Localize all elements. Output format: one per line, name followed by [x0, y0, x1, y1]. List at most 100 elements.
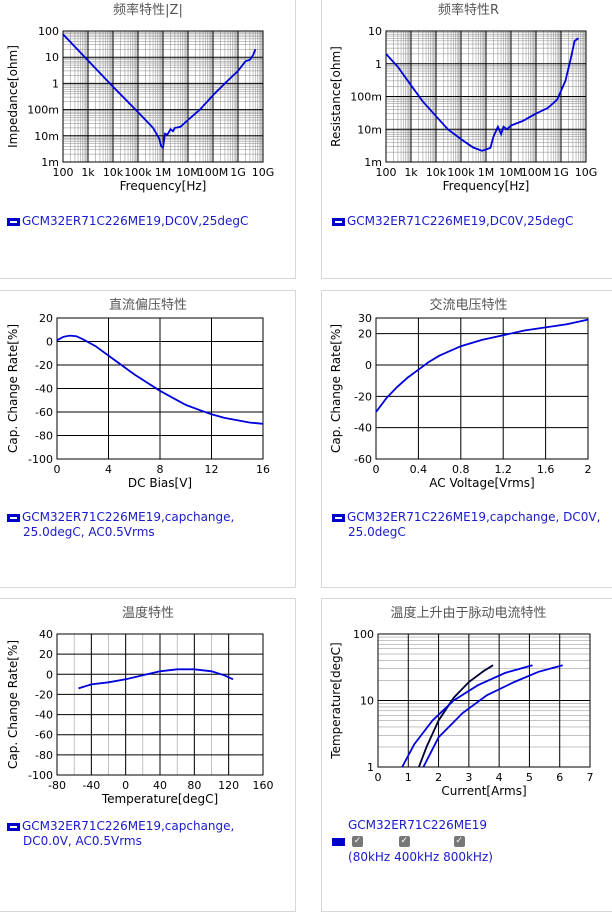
x-tick-label: 100 [376, 166, 397, 179]
chart-panel-impedance: 频率特性|Z| 100 1k 10k 100k 1M 10M 100M 1G 10G 1m 10m 10… [0, 0, 296, 279]
legend-swatch-icon [332, 513, 345, 522]
y-tick-label: 30 [358, 312, 372, 325]
x-tick-label: 100 [53, 166, 74, 179]
x-tick-label: 7 [587, 771, 594, 784]
x-tick-label: 10k [103, 166, 124, 179]
x-tick-label: 16 [256, 463, 270, 476]
legend-temperature[interactable]: GCM32ER71C226ME19,capchange, DC0.0V, AC0.… [7, 819, 292, 849]
y-tick-label: 10m [357, 123, 382, 136]
y-axis-label: Cap. Change Rate[%] [329, 324, 343, 453]
y-tick-label: 100m [350, 91, 382, 104]
legend-impedance[interactable]: GCM32ER71C226ME19,DC0V,25degC [7, 214, 287, 229]
checkbox-80khz[interactable]: ✓ [352, 836, 363, 847]
y-tick-label: -60 [354, 453, 372, 466]
x-tick-label: -40 [82, 779, 100, 792]
series-line-400khz [401, 664, 533, 768]
y-tick-label: 1m [364, 156, 382, 169]
x-tick-label: 0 [375, 771, 382, 784]
freq-label-400khz: 400kHz [394, 850, 440, 864]
checkbox-800khz[interactable]: ✓ [453, 836, 465, 847]
y-axis-label: Cap. Change Rate[%] [6, 640, 20, 769]
y-tick-label: 0 [46, 336, 53, 349]
x-tick-label: -80 [48, 779, 66, 792]
y-tick-label: 1 [375, 58, 382, 71]
chart-title: 交流电压特性 [429, 297, 507, 313]
y-tick-label: -40 [354, 422, 372, 435]
y-tick-label: 0 [46, 668, 53, 681]
x-tick-label: 10k [426, 166, 447, 179]
x-tick-label: 1M [155, 166, 172, 179]
x-tick-label: 80 [187, 779, 201, 792]
x-tick-label: 1.6 [537, 463, 555, 476]
chart-title: 直流偏压特性 [109, 298, 187, 313]
x-tick-label: 5 [526, 771, 533, 784]
chart-panel-dc-bias: 直流偏压特性 0 4 8 12 16 20 0 -20 -40 -60 -80 -100 DC Bias[… [0, 290, 296, 588]
legend-resistance[interactable]: GCM32ER71C226ME19,DC0V,25degC [332, 214, 612, 229]
legend-ripple-current: GCM32ER71C226ME19 [348, 818, 608, 833]
x-axis-label: DC Bias[V] [128, 476, 192, 490]
x-tick-label: 2 [585, 463, 592, 476]
chart-title: 温度上升由于脉动电流特性 [390, 605, 546, 621]
temperature-chart: 温度特性-80 -40 0 40 80 120 16040200-20-40-60-80-1… [6, 605, 274, 806]
plot-area [375, 317, 589, 460]
y-tick-label: -60 [35, 406, 53, 419]
legend-dc-bias[interactable]: GCM32ER71C226ME19,capchange, 25.0degC, AC… [7, 510, 292, 540]
x-tick-label: 100M [521, 166, 552, 179]
x-tick-label: 1k [404, 166, 418, 179]
y-tick-label: 100m [27, 104, 59, 117]
y-axis-label: Temperature[degC] [329, 642, 343, 759]
legend-text: GCM32ER71C226ME19,capchange, DC0V, [347, 510, 601, 524]
checkbox-400khz[interactable]: ✓ [398, 836, 410, 847]
legend-ac-voltage[interactable]: GCM32ER71C226ME19,capchange, DC0V, 25.0de… [332, 510, 612, 540]
y-axis-label: Impedance[ohm] [6, 45, 20, 148]
y-tick-label: 10 [360, 695, 374, 708]
y-axis-label: Cap. Change Rate[%] [6, 324, 20, 453]
chart-title: 频率特性|Z| [113, 2, 183, 18]
x-tick-label: 160 [253, 779, 274, 792]
y-tick-label: 1 [52, 77, 59, 90]
legend-swatch-icon [332, 217, 345, 226]
x-tick-label: 1M [478, 166, 495, 179]
series-line [78, 668, 234, 690]
dc-bias-chart: 直流偏压特性 0 4 8 12 16 20 0 -20 -40 -60 -80 -100 DC Bias[… [6, 298, 270, 490]
y-tick-label: 20 [358, 328, 372, 341]
y-tick-label: 10 [45, 51, 59, 64]
legend-text: GCM32ER71C226ME19,DC0V,25degC [347, 214, 574, 228]
y-tick-label: -100 [28, 453, 53, 466]
series-line [385, 37, 579, 152]
y-tick-label: -20 [354, 390, 372, 403]
y-tick-label: -20 [35, 688, 53, 701]
x-tick-label: 10G [252, 166, 275, 179]
legend-swatch-icon [7, 217, 20, 226]
y-tick-label: -20 [35, 359, 53, 372]
x-axis-label: Current[Arms] [441, 784, 526, 798]
x-tick-label: 4 [496, 771, 503, 784]
x-tick-label: 8 [157, 463, 164, 476]
x-tick-label: 0 [373, 463, 380, 476]
series-line-80khz [418, 664, 494, 768]
y-tick-label: 40 [39, 628, 53, 641]
ac-voltage-chart: 交流电压特性 0 0.4 0.8 1.2 1.6 2 30 20 0 -20 -40 -60 AC Vol… [329, 297, 592, 490]
series-line-800khz [422, 664, 563, 768]
legend-text: GCM32ER71C226ME19 [348, 818, 487, 832]
legend-text: GCM32ER71C226ME19,capchange, [22, 819, 235, 833]
legend-text: GCM32ER71C226ME19,DC0V,25degC [22, 214, 249, 228]
y-tick-label: 1m [41, 156, 59, 169]
series-line [62, 33, 257, 150]
legend-text-line2: DC0.0V, AC0.5Vrms [23, 834, 142, 848]
frequency-labels: (80kHz 400kHz 800kHz) [348, 850, 493, 864]
x-tick-label: 0.4 [410, 463, 428, 476]
legend-text: GCM32ER71C226ME19,capchange, [22, 510, 235, 524]
y-tick-label: 0 [365, 359, 372, 372]
x-tick-label: 10M [176, 166, 200, 179]
freq-label-80khz: 80kHz [352, 850, 391, 864]
x-tick-label: 0 [54, 463, 61, 476]
frequency-checkboxes: ✓ ✓ ✓ [348, 834, 465, 848]
legend-swatch-icon [7, 513, 20, 522]
series-line [375, 318, 589, 413]
x-tick-label: 1G [553, 166, 569, 179]
y-tick-label: 1 [367, 761, 374, 774]
x-axis-label: Frequency[Hz] [443, 179, 530, 193]
x-tick-label: 1G [230, 166, 246, 179]
